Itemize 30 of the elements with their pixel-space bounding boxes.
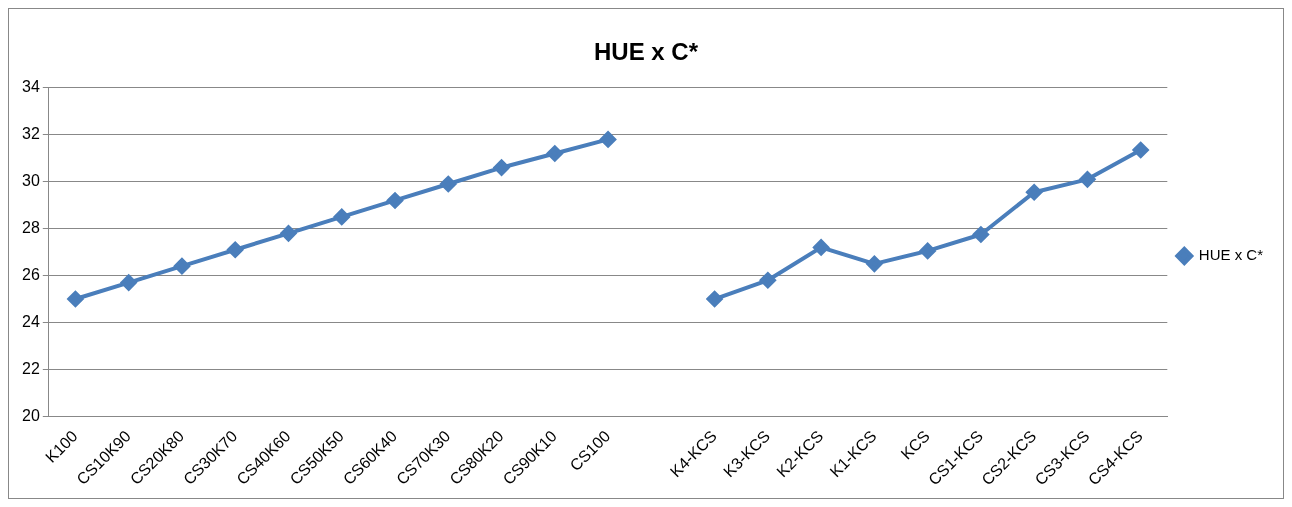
y-tick-label: 24	[22, 312, 40, 330]
point	[387, 192, 404, 209]
point	[706, 291, 723, 308]
y-tick-label: 20	[22, 406, 40, 424]
point	[173, 258, 190, 275]
y-tick-label: 30	[22, 172, 40, 190]
point	[1026, 184, 1043, 201]
y-tick-label: 32	[22, 125, 40, 143]
point	[120, 274, 137, 291]
point	[280, 225, 297, 242]
point	[1079, 171, 1096, 188]
y-tick-label: 28	[22, 219, 40, 237]
point	[227, 241, 244, 258]
point	[333, 208, 350, 225]
point	[493, 159, 510, 176]
point	[866, 255, 883, 272]
y-tick-label: 22	[22, 359, 40, 377]
point	[600, 131, 617, 148]
point	[813, 239, 830, 256]
point	[440, 176, 457, 193]
point	[759, 272, 776, 289]
point	[1132, 142, 1149, 158]
point	[67, 291, 84, 308]
y-tick-label: 34	[22, 78, 40, 96]
legend-label: HUE x C*	[1198, 246, 1264, 264]
chart-title: HUE x C*	[593, 38, 699, 66]
point	[546, 145, 563, 162]
point	[972, 226, 989, 243]
y-tick-label: 26	[22, 265, 40, 283]
point	[919, 242, 936, 259]
